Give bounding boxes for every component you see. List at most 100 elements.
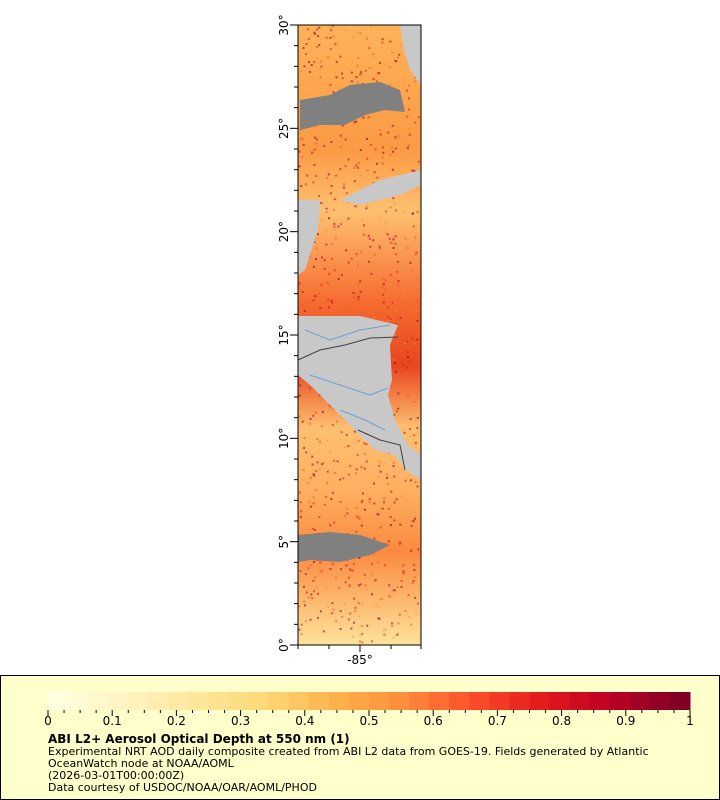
aod-pixel [355,120,358,123]
aod-pixel [370,573,373,576]
aod-pixel [318,516,321,519]
aod-pixel [360,286,363,289]
aod-pixel [390,242,393,244]
aod-pixel [330,141,333,143]
aod-pixel [393,235,396,238]
aod-pixel [394,59,397,62]
aod-pixel [414,297,417,300]
colorbar-segment [449,692,470,710]
aod-pixel [395,309,398,311]
aod-pixel [298,628,301,631]
aod-pixel [315,247,318,250]
colorbar-segment [108,692,129,710]
aod-pixel [327,56,330,59]
aod-pixel [318,468,321,471]
aod-pixel [411,392,414,395]
aod-pixel [388,40,391,43]
aod-pixel [363,573,366,576]
aod-pixel [348,576,351,579]
aod-pixel [414,441,417,444]
aod-pixel [318,195,321,197]
aod-pixel [406,366,409,369]
aod-pixel [411,213,414,215]
aod-pixel [331,491,334,494]
aod-pixel [311,527,314,530]
colorbar-segment [509,692,530,710]
aod-pixel [312,414,315,417]
aod-pixel [346,559,349,562]
aod-pixel [340,431,343,434]
colorbar-segment [88,692,109,710]
aod-pixel [413,434,415,437]
aod-pixel [404,237,407,240]
aod-pixel [352,150,355,153]
aod-pixel [326,470,329,473]
aod-pixel [331,562,334,565]
aod-pixel [410,525,413,527]
aod-pixel [346,512,349,515]
aod-pixel [304,620,307,623]
aod-pixel [332,91,335,94]
aod-pixel [327,306,330,309]
aod-pixel [365,443,368,446]
aod-pixel [305,43,308,45]
aod-pixel [366,624,369,627]
aod-pixel [417,160,420,163]
aod-pixel [412,579,415,582]
aod-pixel [335,576,337,579]
aod-pixel [328,217,330,220]
aod-pixel [316,461,319,464]
aod-pixel [303,600,306,603]
aod-pixel [373,253,376,256]
aod-pixel [299,384,302,387]
colorbar-tick-label: 0.3 [231,714,250,726]
aod-pixel [352,635,354,638]
aod-pixel [335,174,338,177]
aod-pixel [401,522,404,525]
aod-pixel [384,279,387,282]
aod-pixel [320,218,323,221]
aod-pixel [345,564,348,567]
aod-pixel [347,618,350,621]
aod-pixel [347,158,350,161]
aod-pixel [324,495,327,498]
aod-pixel [323,144,326,147]
aod-pixel [395,60,398,63]
aod-pixel [323,259,326,262]
aod-pixel [316,28,318,31]
aod-pixel [330,498,333,500]
aod-pixel [409,435,412,438]
aod-pixel [414,552,417,555]
aod-pixel [301,303,304,306]
aod-pixel [304,568,307,571]
aod-pixel [310,478,313,481]
y-tick-label: 0° [277,638,291,652]
aod-pixel [365,207,368,210]
aod-pixel [377,617,380,620]
aod-pixel [389,40,392,43]
aod-pixel [368,237,371,240]
aod-pixel [396,144,398,147]
aod-pixel [411,582,414,584]
aod-pixel [383,63,386,66]
aod-pixel [375,315,378,318]
aod-pixel [350,627,353,630]
aod-pixel [371,262,374,265]
aod-pixel [320,65,323,68]
aod-pixel [310,564,313,567]
aod-pixel [378,617,381,620]
aod-pixel [394,334,397,337]
aod-pixel [314,528,316,531]
aod-pixel [389,241,392,244]
aod-pixel [382,283,385,286]
aod-pixel [353,180,356,183]
aod-pixel [302,46,305,49]
aod-pixel [388,237,391,240]
colorbar-tick-label: 0.6 [424,714,443,726]
aod-pixel [298,165,301,168]
aod-pixel [318,394,321,397]
aod-pixel [386,315,389,318]
aod-pixel [300,184,303,187]
aod-pixel [396,270,399,273]
aod-pixel [305,591,308,594]
